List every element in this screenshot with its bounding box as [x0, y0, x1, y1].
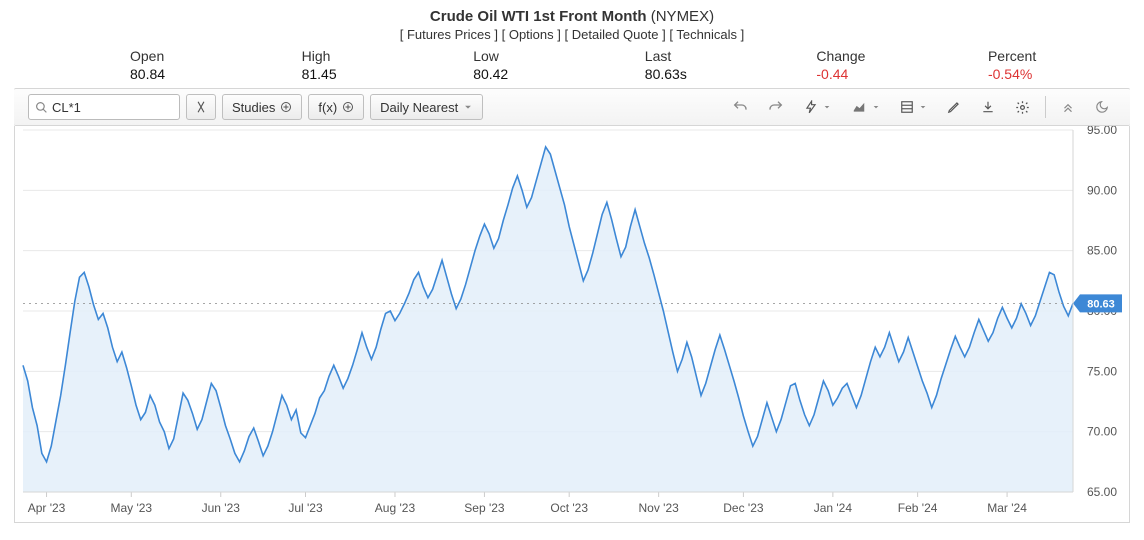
toolbar-divider — [1045, 96, 1046, 118]
svg-text:Apr '23: Apr '23 — [28, 501, 66, 515]
svg-text:Jul '23: Jul '23 — [288, 501, 323, 515]
quote-high-label: High — [302, 48, 382, 64]
svg-text:65.00: 65.00 — [1087, 485, 1117, 499]
quote-low-label: Low — [473, 48, 553, 64]
plus-icon — [342, 101, 354, 113]
svg-text:Oct '23: Oct '23 — [550, 501, 588, 515]
symbol-search[interactable] — [28, 94, 180, 120]
nav-links: [ Futures Prices ] [ Options ] [ Detaile… — [0, 27, 1144, 42]
chart-container: 65.0070.0075.0080.0085.0090.0095.0080.63… — [14, 126, 1130, 523]
quote-last-label: Last — [645, 48, 725, 64]
search-icon — [35, 101, 48, 114]
link-options[interactable]: Options — [509, 27, 554, 42]
settings-button[interactable] — [1008, 94, 1037, 120]
quote-change: Change -0.44 — [816, 48, 896, 82]
svg-text:Jun '23: Jun '23 — [202, 501, 241, 515]
chevron-down-icon — [872, 103, 880, 111]
quote-open-label: Open — [130, 48, 210, 64]
quote-low: Low 80.42 — [473, 48, 553, 82]
download-icon — [981, 100, 995, 114]
theme-button[interactable] — [1088, 94, 1116, 120]
quote-row: Open 80.84 High 81.45 Low 80.42 Last 80.… — [0, 42, 1144, 88]
link-technicals[interactable]: Technicals — [676, 27, 737, 42]
chart-toolbar: Studies f(x) Daily Nearest — [14, 88, 1130, 126]
quote-last: Last 80.63s — [645, 48, 725, 82]
svg-text:70.00: 70.00 — [1087, 425, 1117, 439]
collapse-button[interactable] — [1054, 94, 1082, 120]
chevron-down-icon — [463, 102, 473, 112]
quote-open: Open 80.84 — [130, 48, 210, 82]
link-futures-prices[interactable]: Futures Prices — [407, 27, 491, 42]
layout-icon — [900, 100, 914, 114]
chart-area-icon — [851, 100, 867, 114]
svg-text:75.00: 75.00 — [1087, 364, 1117, 378]
svg-text:Mar '24: Mar '24 — [987, 501, 1027, 515]
quote-high-value: 81.45 — [302, 66, 382, 82]
svg-text:90.00: 90.00 — [1087, 183, 1117, 197]
period-dropdown[interactable]: Daily Nearest — [370, 94, 483, 120]
header: Crude Oil WTI 1st Front Month (NYMEX) [ … — [0, 0, 1144, 42]
compare-icon — [194, 100, 208, 114]
studies-button[interactable]: Studies — [222, 94, 302, 120]
link-detailed-quote[interactable]: Detailed Quote — [572, 27, 659, 42]
svg-text:85.00: 85.00 — [1087, 244, 1117, 258]
quote-high: High 81.45 — [302, 48, 382, 82]
gear-icon — [1015, 100, 1030, 115]
quote-open-value: 80.84 — [130, 66, 210, 82]
svg-text:Jan '24: Jan '24 — [814, 501, 853, 515]
compare-button[interactable] — [186, 94, 216, 120]
price-chart[interactable]: 65.0070.0075.0080.0085.0090.0095.0080.63… — [15, 126, 1131, 522]
draw-button[interactable] — [940, 94, 968, 120]
fx-label: f(x) — [318, 100, 337, 115]
svg-text:80.63: 80.63 — [1087, 298, 1115, 310]
undo-icon — [732, 99, 748, 115]
download-button[interactable] — [974, 94, 1002, 120]
pencil-icon — [947, 100, 961, 114]
page-title: Crude Oil WTI 1st Front Month — [430, 8, 647, 25]
quote-change-value: -0.44 — [816, 66, 896, 82]
collapse-icon — [1061, 100, 1075, 114]
bolt-dropdown[interactable] — [797, 94, 838, 120]
svg-text:Dec '23: Dec '23 — [723, 501, 764, 515]
svg-text:Sep '23: Sep '23 — [464, 501, 505, 515]
chevron-down-icon — [823, 103, 831, 111]
quote-percent-value: -0.54% — [988, 66, 1068, 82]
svg-text:95.00: 95.00 — [1087, 126, 1117, 137]
quote-percent-label: Percent — [988, 48, 1068, 64]
studies-label: Studies — [232, 100, 275, 115]
undo-button[interactable] — [725, 94, 755, 120]
quote-low-value: 80.42 — [473, 66, 553, 82]
layout-dropdown[interactable] — [893, 94, 934, 120]
svg-text:Feb '24: Feb '24 — [898, 501, 938, 515]
svg-text:May '23: May '23 — [110, 501, 152, 515]
bolt-icon — [804, 100, 818, 114]
exchange-label: (NYMEX) — [651, 8, 714, 25]
moon-icon — [1095, 100, 1109, 114]
svg-text:Aug '23: Aug '23 — [375, 501, 416, 515]
svg-text:Nov '23: Nov '23 — [638, 501, 679, 515]
plus-icon — [280, 101, 292, 113]
quote-percent: Percent -0.54% — [988, 48, 1068, 82]
quote-last-value: 80.63s — [645, 66, 725, 82]
quote-change-label: Change — [816, 48, 896, 64]
period-label: Daily Nearest — [380, 100, 458, 115]
redo-icon — [768, 99, 784, 115]
fx-button[interactable]: f(x) — [308, 94, 364, 120]
chevron-down-icon — [919, 103, 927, 111]
redo-button[interactable] — [761, 94, 791, 120]
chart-type-dropdown[interactable] — [844, 94, 887, 120]
symbol-input[interactable] — [52, 100, 173, 115]
